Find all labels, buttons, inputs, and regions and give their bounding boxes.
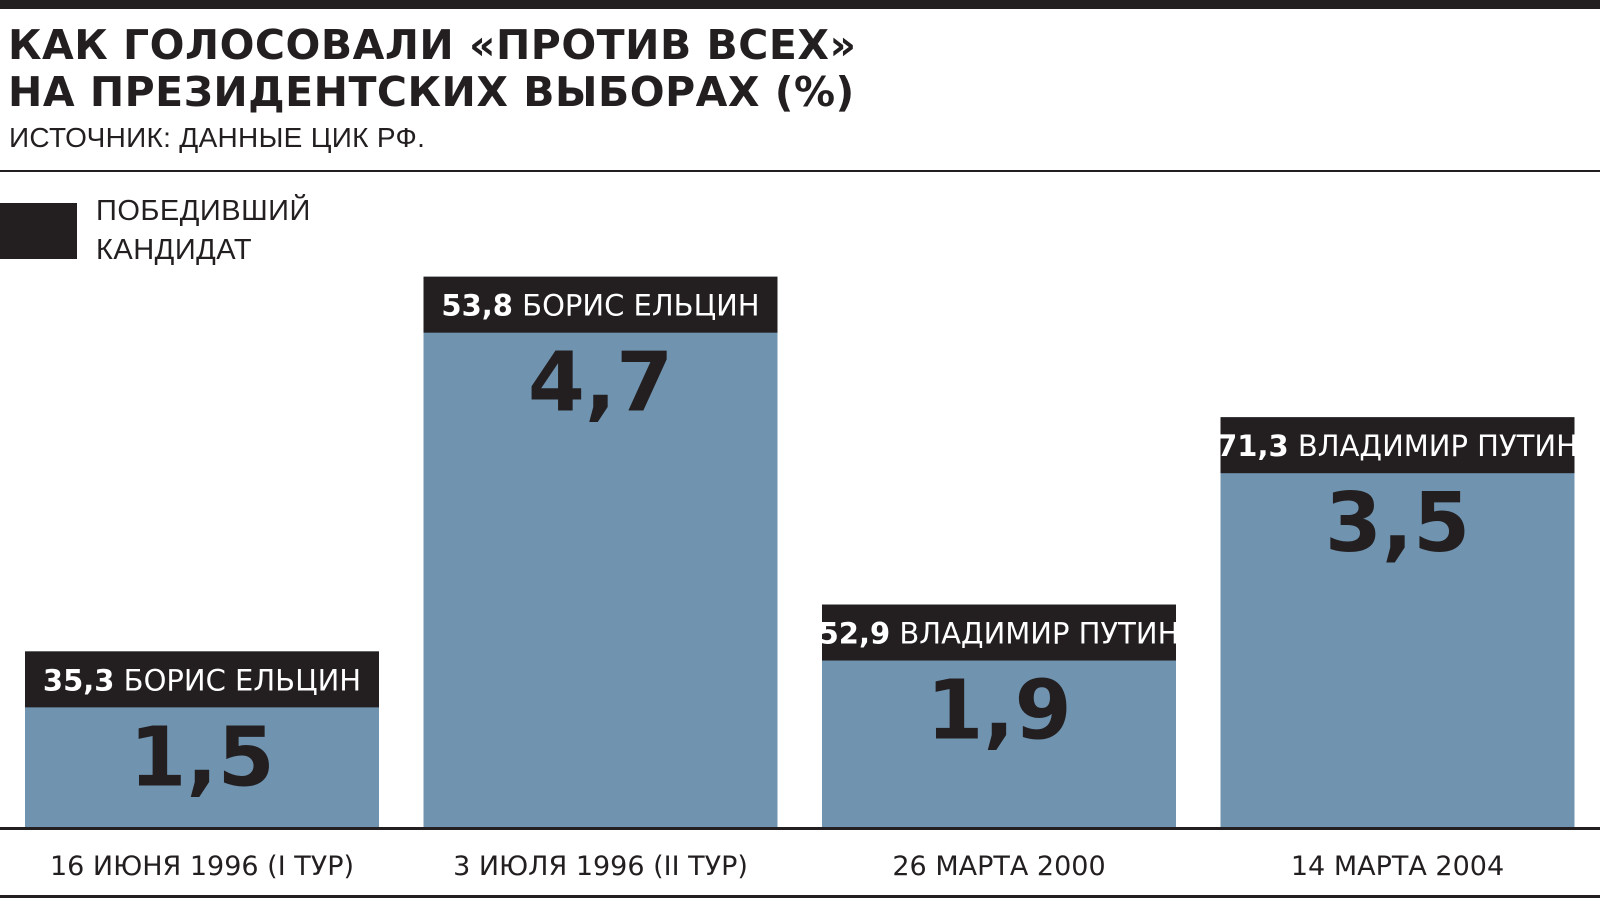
winner-name: ВЛАДИМИР ПУТИН xyxy=(1289,429,1578,463)
bar xyxy=(423,276,778,827)
top-rule xyxy=(0,0,1600,9)
bottom-rule xyxy=(0,895,1600,898)
winner-share: 53,8 xyxy=(441,289,513,323)
baseline xyxy=(0,827,1600,830)
category-label: 16 ИЮНЯ 1996 (I ТУР) xyxy=(50,851,354,882)
winner-label: 71,3 ВЛАДИМИР ПУТИН xyxy=(1217,429,1578,463)
winner-band xyxy=(25,651,379,708)
category-label: 3 ИЮЛЯ 1996 (II ТУР) xyxy=(453,851,748,882)
header-rule xyxy=(0,170,1600,172)
winner-band xyxy=(1220,417,1575,474)
winner-band xyxy=(822,604,1176,661)
data-label: 1,9 xyxy=(926,664,1071,759)
winner-name: ВЛАДИМИР ПУТИН xyxy=(890,617,1179,651)
winner-name: БОРИС ЕЛЬЦИН xyxy=(513,289,760,323)
winner-band xyxy=(423,276,778,333)
category-label: 26 МАРТА 2000 xyxy=(892,851,1105,882)
bar xyxy=(1220,417,1575,827)
data-label: 3,5 xyxy=(1325,476,1470,571)
winner-label: 35,3 БОРИС ЕЛЬЦИН xyxy=(43,663,361,697)
winner-share: 71,3 xyxy=(1217,429,1289,463)
chart-source: ИСТОЧНИК: ДАННЫЕ ЦИК РФ. xyxy=(9,122,426,153)
category-label: 14 МАРТА 2004 xyxy=(1291,851,1504,882)
winner-label: 53,8 БОРИС ЕЛЬЦИН xyxy=(441,289,759,323)
data-label: 4,7 xyxy=(528,336,673,431)
winner-share: 52,9 xyxy=(819,617,891,651)
legend-swatch xyxy=(0,203,77,259)
legend-label: ПОБЕДИВШИЙ КАНДИДАТ xyxy=(96,195,311,266)
winner-label: 52,9 ВЛАДИМИР ПУТИН xyxy=(819,617,1180,651)
data-label: 1,5 xyxy=(129,710,274,805)
winner-name: БОРИС ЕЛЬЦИН xyxy=(114,663,361,697)
chart-title: КАК ГОЛОСОВАЛИ «ПРОТИВ ВСЕХ» НА ПРЕЗИДЕН… xyxy=(8,21,857,116)
winner-share: 35,3 xyxy=(43,663,115,697)
